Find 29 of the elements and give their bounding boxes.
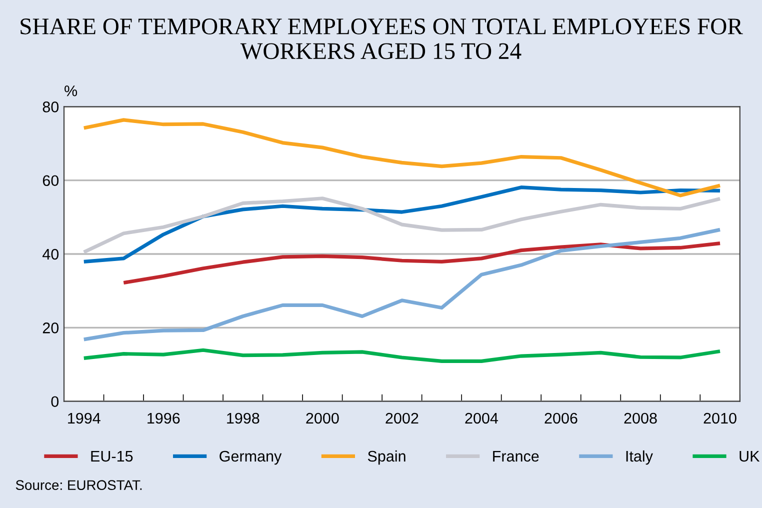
line-series [82, 228, 722, 342]
line-series [82, 186, 722, 264]
y-tick-label: 0 [51, 396, 59, 408]
legend-label: France [493, 450, 539, 462]
chart-title: SHARE OF TEMPORARY EMPLOYEES ON TOTAL EMPLOYEES FOR WORKERS AGED 15 TO 24 [20, 18, 743, 60]
legend-label: Germany [220, 450, 282, 465]
line-series [82, 196, 722, 254]
x-tick-label: 2010 [704, 412, 736, 424]
legend-label: EU-15 [91, 450, 133, 462]
y-axis-title: % [64, 86, 78, 96]
line-series [122, 242, 722, 285]
x-tick-label: 1998 [227, 412, 260, 424]
x-tick-label: 2008 [624, 412, 657, 424]
line-series [82, 118, 722, 198]
source-note: Source: EUROSTAT. [16, 480, 142, 490]
x-tick-label: 1996 [148, 412, 180, 424]
x-tick-label: 2000 [306, 412, 339, 424]
x-tick-label: 1994 [68, 412, 100, 424]
y-tick-label: 40 [42, 248, 59, 260]
y-tick-label: 80 [42, 102, 59, 112]
x-tick-label: 2006 [544, 412, 578, 424]
x-tick-label: 2002 [386, 412, 418, 424]
legend-label: Spain [368, 450, 406, 465]
x-tick-label: 2004 [465, 412, 498, 424]
line-series [82, 348, 722, 363]
legend-label: UK [740, 450, 760, 462]
y-tick-label: 20 [42, 322, 59, 334]
legend-label: Italy [626, 450, 653, 465]
y-tick-label: 60 [42, 175, 59, 186]
